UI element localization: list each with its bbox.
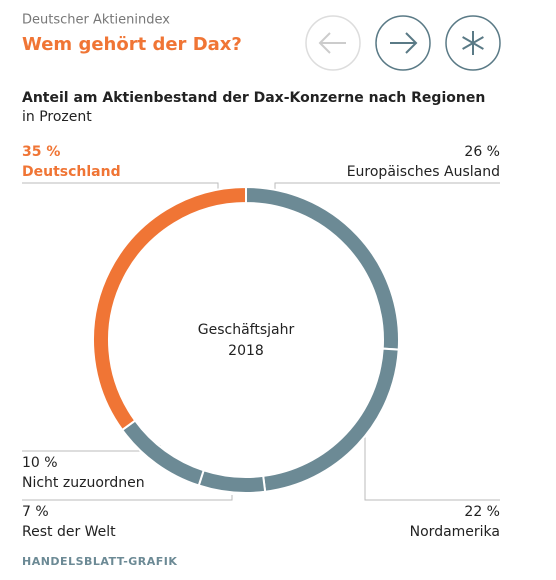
center-label: Geschäftsjahr bbox=[198, 322, 295, 338]
source: HANDELSBLATT-GRAFIK bbox=[22, 555, 177, 568]
donut-segment bbox=[262, 347, 400, 493]
donut-segment bbox=[92, 185, 247, 432]
leader bbox=[22, 182, 219, 190]
value-label: 7 % bbox=[22, 504, 49, 520]
chart-title: Anteil am Aktienbestand der Dax-Konzerne… bbox=[22, 90, 485, 106]
donut-segment bbox=[197, 469, 267, 494]
center-label: 2018 bbox=[228, 343, 264, 359]
value-label: 10 % bbox=[22, 455, 58, 471]
chart-subtitle: in Prozent bbox=[22, 109, 92, 125]
category-label: Deutschland bbox=[22, 164, 121, 180]
value-label: 22 % bbox=[464, 504, 500, 520]
leader bbox=[274, 182, 500, 190]
category-label: Nordamerika bbox=[410, 524, 500, 540]
category-label: Nicht zuzuordnen bbox=[22, 475, 145, 491]
back-button[interactable] bbox=[305, 15, 361, 71]
menu-button[interactable] bbox=[445, 15, 501, 71]
value-label: 26 % bbox=[464, 144, 500, 160]
leader bbox=[22, 495, 233, 501]
forward-button[interactable] bbox=[375, 15, 431, 71]
leader bbox=[364, 430, 500, 501]
category-label: Rest der Welt bbox=[22, 524, 116, 540]
value-label: 35 % bbox=[22, 144, 60, 160]
headline: Wem gehört der Dax? bbox=[22, 34, 242, 55]
category-label: Europäisches Ausland bbox=[347, 164, 500, 180]
kicker: Deutscher Aktienindex bbox=[22, 13, 170, 28]
